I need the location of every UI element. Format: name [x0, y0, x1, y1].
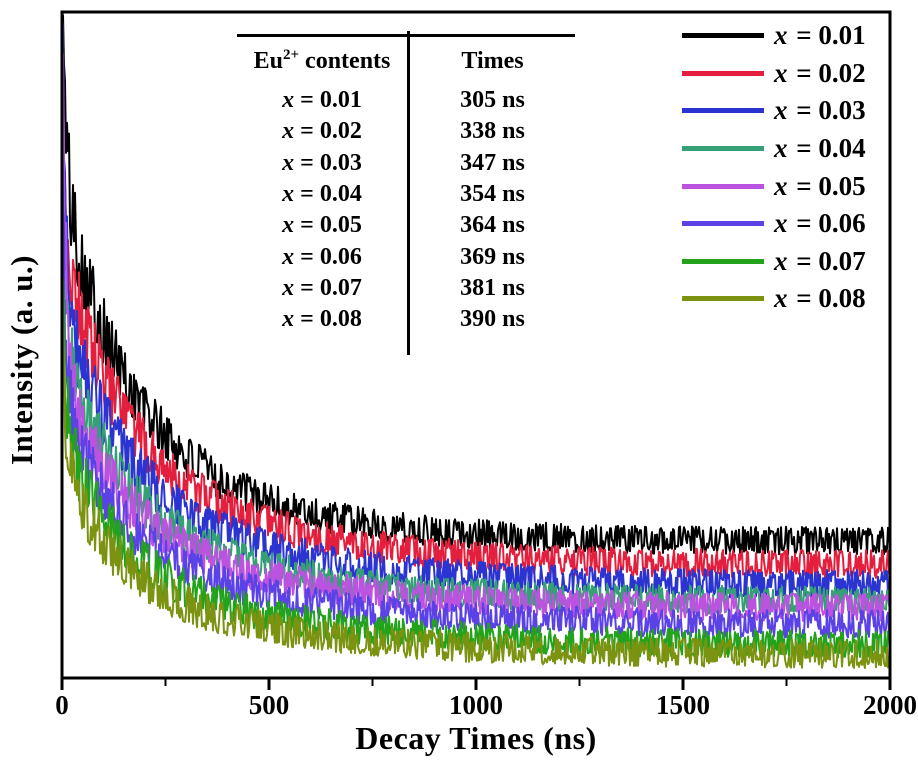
table-row: x = 0.05 364 ns: [237, 210, 575, 241]
table-cell-time: 354 ns: [460, 181, 525, 208]
decay-curve-0.06: [61, 105, 891, 639]
x-tick-label: 500: [249, 690, 290, 720]
legend-line-swatch: [682, 108, 764, 114]
legend-label: x = 0.05: [774, 170, 866, 201]
legend-item: x = 0.07: [682, 243, 866, 281]
table-column-divider: [407, 31, 410, 355]
plot-frame: [60, 10, 892, 680]
table-row: x = 0.06 369 ns: [237, 241, 575, 272]
table-cell-time: 369 ns: [460, 243, 525, 270]
legend-label: x = 0.08: [774, 283, 866, 314]
x-axis-title: Decay Times (ns): [355, 720, 597, 756]
table-cell-content: x = 0.07: [282, 274, 362, 301]
table-header-eu-contents: Eu2+ contents: [253, 46, 391, 74]
table-cell-content: x = 0.01: [282, 87, 362, 114]
x-tick-label: 0: [55, 690, 69, 720]
table-row: x = 0.04 354 ns: [237, 179, 575, 210]
legend-item: x = 0.06: [682, 205, 866, 243]
table-cell-time: 390 ns: [460, 306, 525, 333]
decay-curve-0.08: [61, 307, 891, 669]
decay-curve-0.01: [61, 14, 891, 556]
legend-item: x = 0.02: [682, 55, 866, 93]
legend-label: x = 0.03: [774, 95, 866, 126]
table-row: x = 0.03 347 ns: [237, 148, 575, 179]
table-cell-time: 305 ns: [460, 87, 525, 114]
table-cell-time: 381 ns: [460, 274, 525, 301]
legend-label: x = 0.01: [774, 20, 866, 51]
x-tick-label: 1000: [449, 690, 503, 720]
legend-item: x = 0.03: [682, 92, 866, 130]
legend-item: x = 0.08: [682, 280, 866, 318]
legend-item: x = 0.01: [682, 17, 866, 55]
table-header-times: Times: [461, 47, 524, 74]
table-row: x = 0.08 390 ns: [237, 304, 575, 335]
y-axis-title: Intensity (a. u.): [4, 254, 39, 466]
table-cell-time: 338 ns: [460, 118, 525, 145]
x-tick-label: 2000: [863, 690, 917, 720]
table-row: x = 0.02 338 ns: [237, 116, 575, 147]
table-body: x = 0.01 305 ns x = 0.02 338 ns x = 0.03 347 …: [237, 85, 575, 335]
table-cell-content: x = 0.03: [282, 149, 362, 176]
legend-line-swatch: [682, 296, 764, 302]
legend-line-swatch: [682, 183, 764, 189]
legend-item: x = 0.05: [682, 167, 866, 205]
table-row: x = 0.01 305 ns: [237, 85, 575, 116]
legend-line-swatch: [682, 33, 764, 39]
legend-label: x = 0.02: [774, 57, 866, 88]
legend: x = 0.01 x = 0.02 x = 0.03 x = 0.04 x = 0.05…: [682, 17, 866, 318]
inset-table: Eu2+ contents Times x = 0.01 305 ns x = 0.…: [237, 31, 575, 355]
table-cell-content: x = 0.02: [282, 118, 362, 145]
table-cell-time: 347 ns: [460, 149, 525, 176]
legend-line-swatch: [682, 146, 764, 152]
legend-line-swatch: [682, 221, 764, 227]
legend-line-swatch: [682, 70, 764, 76]
legend-line-swatch: [682, 258, 764, 264]
table-cell-content: x = 0.04: [282, 181, 362, 208]
legend-label: x = 0.06: [774, 208, 866, 239]
decay-curve-0.05: [61, 53, 891, 622]
table-cell-content: x = 0.05: [282, 212, 362, 239]
table-cell-content: x = 0.08: [282, 306, 362, 333]
table-cell-time: 364 ns: [460, 212, 525, 239]
table-row: x = 0.07 381 ns: [237, 273, 575, 304]
legend-label: x = 0.04: [774, 133, 866, 164]
legend-item: x = 0.04: [682, 130, 866, 168]
table-header-row: Eu2+ contents Times: [237, 37, 575, 85]
x-tick-label: 1500: [656, 690, 710, 720]
decay-curve-0.02: [61, 60, 891, 580]
legend-label: x = 0.07: [774, 245, 866, 276]
table-cell-content: x = 0.06: [282, 243, 362, 270]
